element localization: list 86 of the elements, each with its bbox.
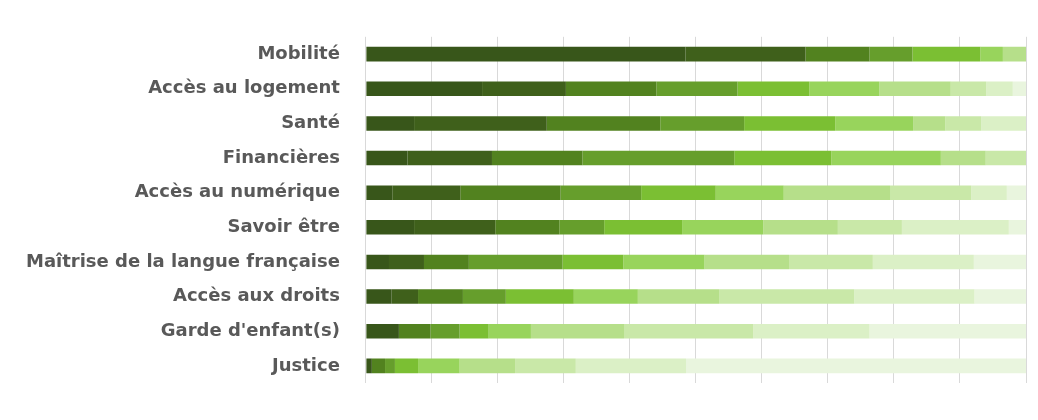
bar [1002,46,1026,62]
bar [986,81,1013,97]
bar [546,116,661,131]
bar [901,220,1009,235]
bar [686,358,1026,374]
bar [418,289,463,304]
bar [366,323,399,339]
y-tick-label: Accès au logement [148,76,341,98]
bar [682,220,764,235]
bar [624,323,754,339]
bar [505,289,574,304]
bar [515,358,576,374]
bar [656,81,738,97]
y-tick-label: Santé [281,111,340,133]
bar [530,323,624,339]
bar [582,150,735,166]
bar [575,358,687,374]
bar [715,185,784,200]
y-tick-label: Mobilité [257,41,340,63]
bar [950,81,987,97]
bar [385,358,395,374]
bar [783,185,891,200]
y-tick-label: Accès au numérique [134,180,340,202]
bar [835,116,914,131]
bar [809,81,880,97]
bar [462,289,506,304]
bar [854,289,975,304]
bar [366,358,372,374]
bar [641,185,716,200]
bar [604,220,683,235]
bar [837,220,902,235]
bar [973,254,1026,270]
bar [971,185,1007,200]
bar [560,185,642,200]
bar [430,323,460,339]
y-tick-label: Maîtrise de la langue française [25,249,340,271]
y-tick-label: Garde d'enfant(s) [160,318,340,340]
bar [565,81,657,97]
y-tick-label: Savoir être [227,214,340,236]
bar [912,46,981,62]
bar [789,254,873,270]
bar [985,150,1026,166]
bar [1006,185,1026,200]
bar [940,150,986,166]
bar [719,289,855,304]
bar [1012,81,1026,97]
bar [637,289,720,304]
bar [763,220,838,235]
bar [913,116,946,131]
bar [573,289,638,304]
y-tick-label: Financières [222,145,340,167]
bar [1008,220,1026,235]
bar [869,46,913,62]
bar [981,116,1026,131]
bar [495,220,560,235]
bar [945,116,982,131]
y-tick-label: Justice [270,353,340,375]
bar [488,323,531,339]
bar [660,116,745,131]
bar [753,323,870,339]
bar [704,254,790,270]
bar [418,358,460,374]
bar [398,323,431,339]
bar [737,81,810,97]
bar [831,150,941,166]
bar [459,358,516,374]
bar [559,220,605,235]
bar [805,46,870,62]
bar [394,358,419,374]
bar [744,116,836,131]
bar [869,323,1026,339]
bar [974,289,1026,304]
bar [460,185,561,200]
bar [423,254,469,270]
bar [623,254,705,270]
bar [872,254,974,270]
bar [734,150,832,166]
bar [459,323,489,339]
bar [491,150,583,166]
bar [468,254,563,270]
bar [980,46,1003,62]
bar [890,185,972,200]
bar [879,81,951,97]
y-tick-label: Accès aux droits [172,284,340,306]
bar [562,254,624,270]
bar [371,358,386,374]
